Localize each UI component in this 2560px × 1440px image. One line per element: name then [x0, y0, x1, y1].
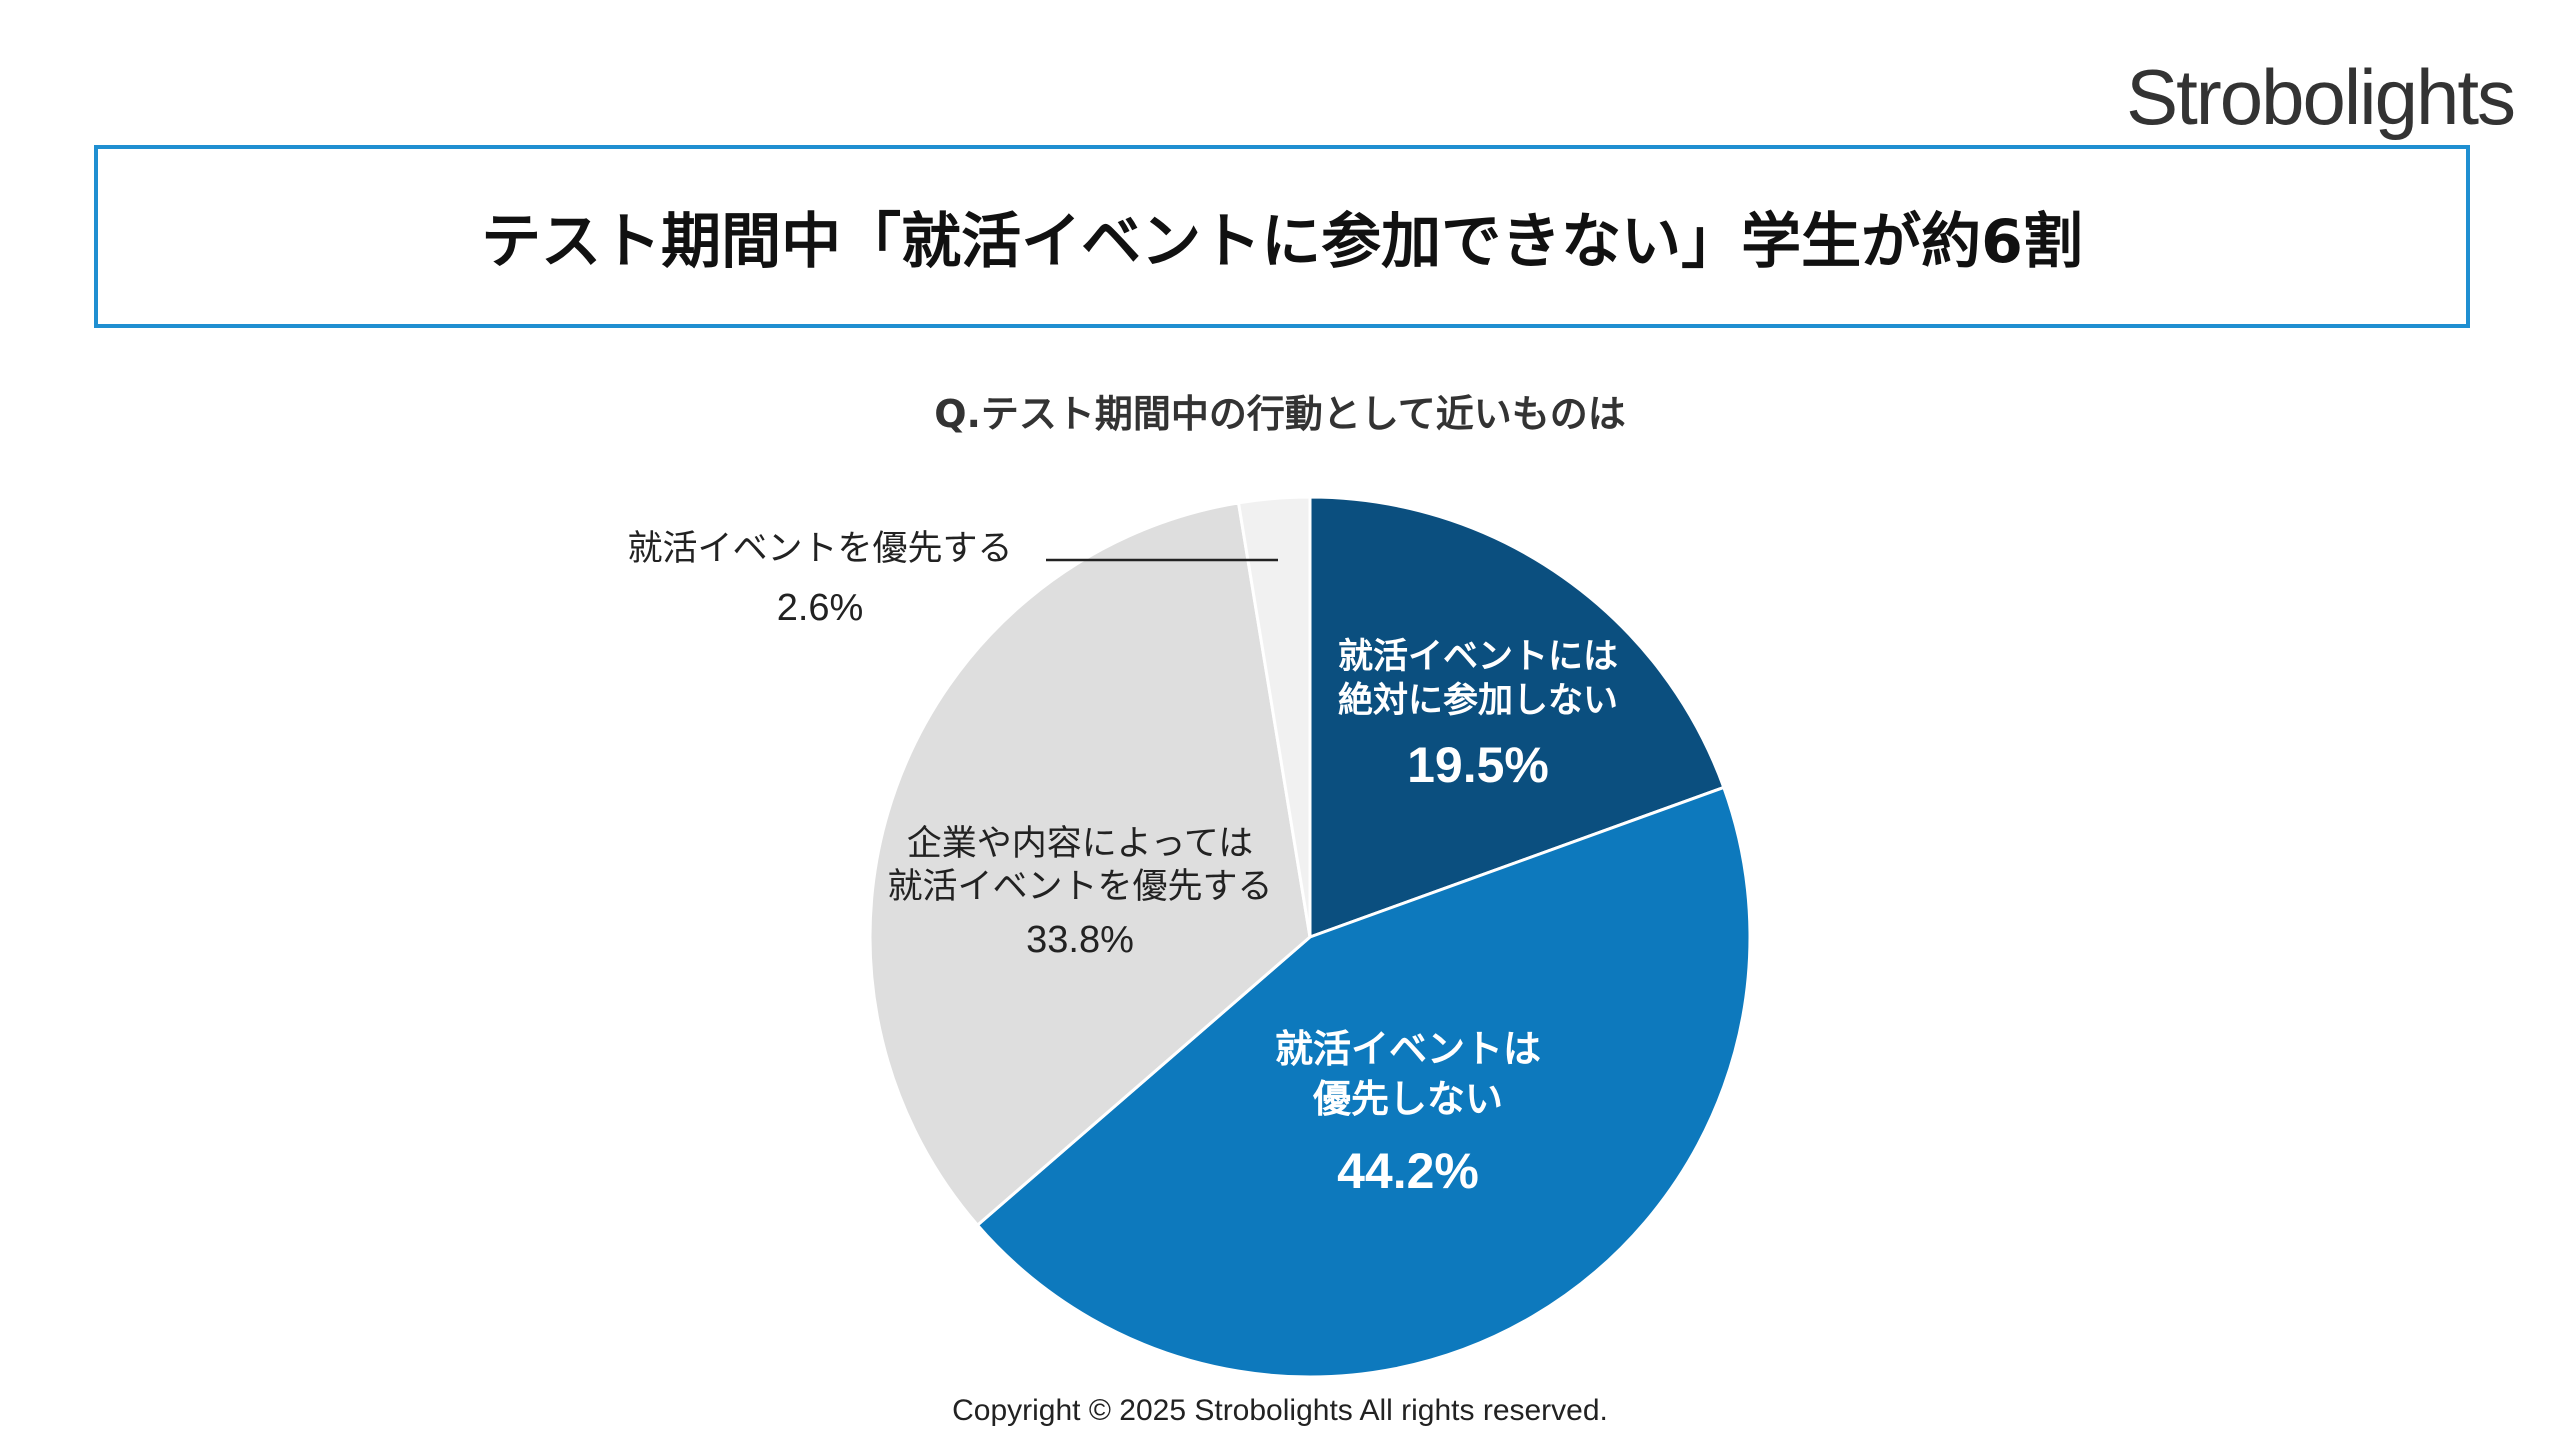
slice-label-1-line-0: 就活イベントは: [1275, 1027, 1541, 1071]
slice-value-3: 2.6%: [777, 587, 864, 629]
slice-label-2-line-0: 企業や内容によっては: [907, 824, 1254, 864]
title-banner: テスト期間中「就活イベントに参加できない」学生が約6割: [94, 145, 2470, 328]
brand-logo: Strobolights: [2126, 53, 2516, 141]
chart-title: Q.テスト期間中の行動として近いものは: [934, 392, 1626, 436]
pie-slice-0: [1308, 495, 1726, 940]
slice-value-0: 19.5%: [1407, 737, 1549, 793]
slice-value-1: 44.2%: [1337, 1143, 1479, 1199]
slice-label-1-line-1: 優先しない: [1312, 1077, 1503, 1121]
page-title: テスト期間中「就活イベントに参加できない」学生が約6割: [481, 207, 2083, 277]
slice-label-0-line-0: 就活イベントには: [1338, 637, 1618, 677]
slice-value-2: 33.8%: [1026, 919, 1134, 961]
pie-slice-2: [868, 501, 1312, 1228]
pie-slice-1: [975, 785, 1752, 1379]
pie-slice-3: [1236, 495, 1312, 938]
slice-label-0-line-1: 絶対に参加しない: [1338, 680, 1618, 721]
slice-label-2-line-1: 就活イベントを優先する: [887, 867, 1272, 907]
copyright-text: Copyright © 2025 Strobolights All rights…: [952, 1394, 1608, 1427]
slice-label-3-line-0: 就活イベントを優先する: [627, 529, 1012, 569]
